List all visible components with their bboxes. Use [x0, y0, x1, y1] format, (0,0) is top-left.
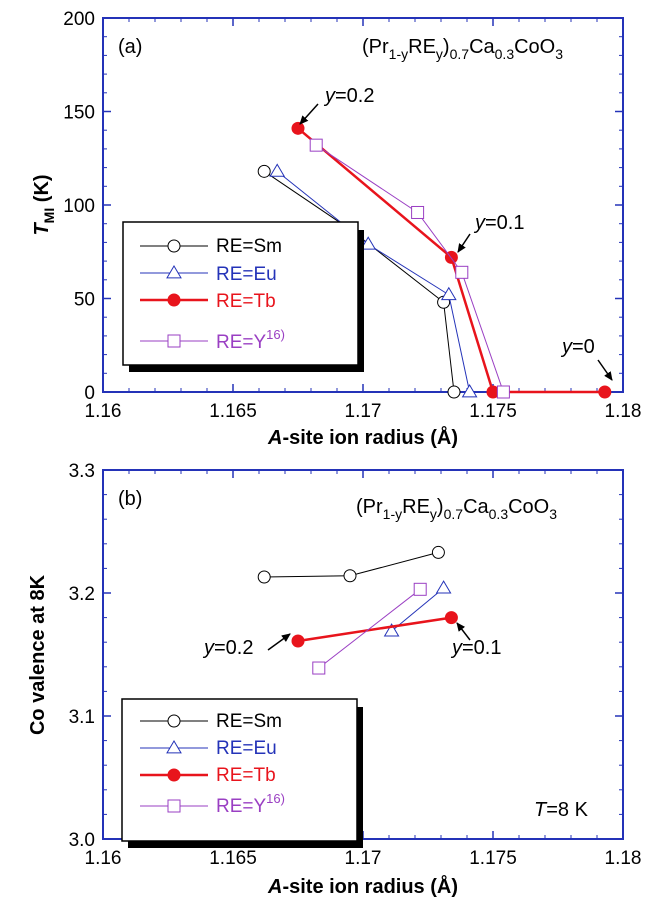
panel-a-series-resm-point	[257, 164, 271, 178]
legend-sample-marker	[167, 334, 181, 348]
x-tick-label: 1.16	[85, 848, 122, 869]
panel-b-annotation-y01: y=0.1	[450, 637, 501, 659]
panel-a-arrow-y01	[457, 233, 471, 253]
panel-b-tick-labels: 1.16 1.165 1.17 1.175 1.18 3.0 3.1 3.2 3.3	[69, 461, 642, 869]
panel-b-legend-samples	[140, 714, 208, 813]
y-tick-label: 3.3	[69, 461, 95, 482]
panel-a-legend-samples	[140, 239, 208, 348]
panel-b-formula: (Pr1-yREy)0.7Ca0.3CoO3	[356, 496, 557, 522]
panel-b-annotation-y02: y=0.2	[202, 637, 253, 659]
panel-a-tick-labels: 1.16 1.165 1.17 1.175 1.18 0 50 100 150 200	[63, 9, 641, 422]
panel-b: 1.16 1.165 1.17 1.175 1.18 3.0 3.1 3.2 3.3 (b) (…	[27, 461, 641, 898]
panel-a-annotation-y0: y=0	[560, 336, 595, 358]
legend-a-label-sm: RE=Sm	[216, 236, 282, 257]
legend-sample-marker	[167, 714, 181, 728]
panel-a-arrow-y0	[597, 359, 613, 381]
panel-a-series-reeu-point	[269, 163, 286, 177]
y-tick-label: 200	[63, 9, 95, 30]
panel-a-series	[257, 121, 612, 399]
panel-b-series-reeu-point	[435, 580, 452, 594]
panel-a: 1.16 1.165 1.17 1.175 1.18 0 50 100 150 200 (a) (…	[31, 9, 641, 449]
panel-b-series	[257, 545, 458, 675]
y-tick-label: 3.2	[69, 584, 95, 605]
panel-a-series-retb-point	[291, 121, 305, 135]
panel-a-series-reeu-point	[461, 384, 478, 398]
y-tick-label: 3.0	[69, 830, 95, 851]
y-tick-label: 0	[84, 383, 95, 404]
legend-a-label-eu: RE=Eu	[216, 264, 277, 285]
legend-b-label-y: RE=Y16)	[216, 791, 285, 817]
legend-sample-marker	[166, 740, 182, 754]
legend-sample-marker	[167, 799, 181, 813]
panel-a-xlabel: A-site ion radius (Å)	[267, 425, 458, 449]
x-tick-label: 1.175	[469, 401, 517, 422]
y-tick-label: 50	[74, 290, 95, 311]
panel-b-ylabel: Co valence at 8K	[27, 574, 49, 735]
panel-b-series-retb-point	[444, 611, 458, 625]
panel-a-series-rey-point	[411, 205, 425, 219]
legend-a-label-y: RE=Y16)	[216, 327, 285, 353]
panel-a-ticks	[102, 17, 624, 393]
x-tick-label: 1.16	[85, 401, 122, 422]
panel-a-annotation-y01: y=0.1	[473, 212, 524, 234]
x-tick-label: 1.17	[345, 848, 382, 869]
panel-b-series-resm-point	[257, 570, 271, 584]
x-tick-label: 1.18	[605, 401, 642, 422]
y-tick-label: 100	[63, 196, 95, 217]
legend-b-label-eu: RE=Eu	[216, 738, 277, 759]
panel-a-series-rey-point	[309, 138, 323, 152]
legend-b-label-tb: RE=Tb	[216, 765, 276, 786]
panel-a-label: (a)	[118, 36, 142, 58]
panel-b-label: (b)	[118, 488, 142, 510]
panel-b-series-rey-line	[318, 588, 421, 669]
x-tick-label: 1.165	[209, 401, 257, 422]
panel-b-series-rey-point	[413, 582, 427, 596]
legend-sample-marker	[166, 265, 182, 279]
legend-b-label-sm: RE=Sm	[216, 711, 282, 732]
panel-b-series-reeu-point	[383, 623, 400, 637]
legend-sample-marker	[167, 239, 181, 253]
panel-a-series-resm-line	[263, 170, 455, 393]
y-tick-label: 3.1	[69, 707, 95, 728]
panel-b-arrow-y02	[267, 633, 291, 651]
x-tick-label: 1.17	[345, 401, 382, 422]
panel-a-series-resm-point	[447, 385, 461, 399]
panel-a-annotation-y02: y=0.2	[323, 85, 374, 107]
x-tick-label: 1.175	[469, 848, 517, 869]
panel-b-legend: RE=Sm RE=Eu RE=Tb RE=Y16)	[121, 698, 363, 848]
panel-a-series-rey-point	[455, 265, 469, 279]
panel-b-series-retb-point	[291, 634, 305, 648]
panel-b-xlabel: A-site ion radius (Å)	[267, 874, 458, 898]
panel-a-ylabel: TMI (K)	[31, 174, 57, 235]
panel-a-series-y0-point	[598, 385, 612, 399]
panel-b-annotation-temp: T=8 K	[534, 799, 589, 821]
panel-b-legend-box	[121, 698, 358, 842]
panel-b-arrow-y01	[456, 622, 471, 641]
panel-a-series-reeu-line	[276, 170, 471, 393]
panel-a-series-reeu-point	[360, 236, 377, 250]
panel-b-series-reeu-line	[391, 587, 444, 632]
legend-sample-marker	[167, 293, 181, 307]
y-tick-label: 150	[63, 103, 95, 124]
legend-a-label-tb: RE=Tb	[216, 291, 276, 312]
panel-a-series-rey-point	[496, 385, 510, 399]
panel-b-series-resm-point	[431, 545, 445, 559]
panel-a-formula: (Pr1-yREy)0.7Ca0.3CoO3	[362, 36, 563, 62]
panel-b-series-rey-point	[312, 661, 326, 675]
legend-sample-marker	[167, 768, 181, 782]
panel-a-series-reeu-point	[440, 286, 457, 301]
x-tick-label: 1.165	[209, 848, 257, 869]
panel-b-series-resm-point	[343, 569, 357, 583]
panel-a-series-rey-line	[315, 144, 504, 393]
x-tick-label: 1.18	[605, 848, 642, 869]
panel-a-legend: RE=Sm RE=Eu RE=Tb RE=Y16)	[122, 221, 364, 372]
panel-a-arrow-y02	[299, 103, 319, 125]
panel-b-series-retb-line	[297, 616, 452, 643]
